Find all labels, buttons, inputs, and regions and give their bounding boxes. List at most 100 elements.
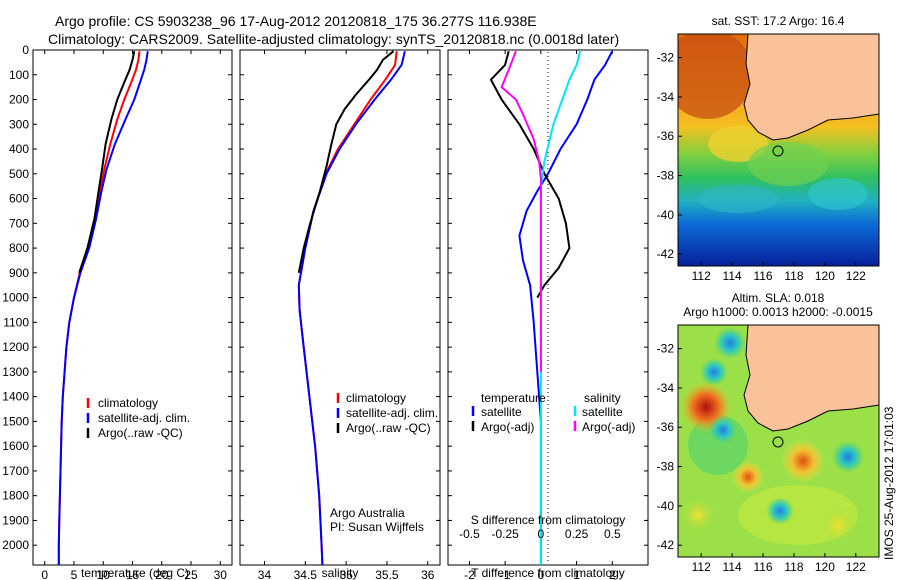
map-x-tick-label: 112 <box>692 560 711 574</box>
x-tick-label: 35 <box>339 568 353 580</box>
series-line <box>57 51 149 565</box>
depth-tick-label: 2000 <box>2 538 29 552</box>
legend-header-salinity: salinity <box>584 391 621 405</box>
salinity-xlabel: salinity <box>322 566 359 580</box>
depth-tick-label: 1100 <box>3 315 29 329</box>
depth-tick-label: 100 <box>9 68 29 82</box>
x-tick-label: 0 <box>538 568 545 580</box>
series-line <box>297 50 406 565</box>
depth-tick-label: 1800 <box>2 489 29 503</box>
depth-tick-label: 1300 <box>2 365 29 379</box>
depth-tick-label: 1600 <box>2 439 29 453</box>
depth-tick-label: 700 <box>9 216 29 230</box>
legend-header-temperature: temperature <box>481 391 546 405</box>
depth-tick-label: 1500 <box>2 414 29 428</box>
land-mask <box>744 34 879 140</box>
x-tick-label: 30 <box>214 568 228 580</box>
map-x-tick-label: 116 <box>753 560 772 574</box>
sla-map-title-1: Altim. SLA: 0.018 <box>732 291 825 305</box>
depth-tick-label: 400 <box>9 142 29 156</box>
x-tick-label: 5 <box>71 568 78 580</box>
map-x-tick-label: 112 <box>692 269 711 283</box>
x-tick-label: 34.5 <box>294 568 318 580</box>
legend-label: satellite <box>481 405 522 419</box>
x-tick-label: 36 <box>421 568 435 580</box>
legend-label: satellite <box>582 405 623 419</box>
timestamp-stamp: IMOS 25-Aug-2012 17:01:03 <box>882 406 896 560</box>
sla-map: Altim. SLA: 0.018 Argo h1000: 0.0013 h20… <box>657 291 880 574</box>
x-tick-label: -1 <box>500 568 511 580</box>
float-marker <box>772 145 784 157</box>
map-y-tick-label: -42 <box>657 247 675 261</box>
depth-tick-label: 800 <box>9 241 29 255</box>
salinity-axes <box>239 49 441 566</box>
map-y-tick-label: -40 <box>657 208 675 222</box>
temperature-legend: climatology satellite-adj. clim. Argo(..… <box>86 396 190 440</box>
map-x-tick-label: 118 <box>784 560 803 574</box>
map-y-tick-label: -32 <box>657 342 675 356</box>
difference-legend: temperature salinity satellite Argo(-adj… <box>471 391 635 434</box>
x-tick-label: 0 <box>41 568 48 580</box>
map-x-tick-label: 122 <box>846 269 866 283</box>
map-x-tick-label: 120 <box>815 269 835 283</box>
x-tick-label: 34 <box>258 568 272 580</box>
legend-label: climatology <box>346 391 406 405</box>
top-tick-label: 0 <box>538 527 545 541</box>
sst-field <box>678 34 879 266</box>
depth-tick-label: 1200 <box>2 340 29 354</box>
sst-map-frame <box>677 33 880 267</box>
map-x-tick-label: 114 <box>723 560 742 574</box>
legend-label: Argo(..raw -QC) <box>346 421 431 435</box>
difference-panel: -2 -1 0 1 2 T difference from climatology S … <box>447 49 649 580</box>
map-y-tick-label: -38 <box>657 169 675 183</box>
map-x-tick-label: 116 <box>753 269 772 283</box>
series-line <box>500 50 542 372</box>
legend-label: Argo(..raw -QC) <box>98 426 183 440</box>
legend-label: Argo(-adj) <box>481 420 534 434</box>
series-line <box>518 50 614 565</box>
salinity-legend: climatology satellite-adj. clim. Argo(..… <box>336 391 438 435</box>
depth-axis: 0 100 200 300 400 500 600 700 800 900 1000 1100 1200… <box>2 43 29 552</box>
legend-label: satellite-adj. clim. <box>346 406 438 420</box>
sla-map-title-2: Argo h1000: 0.0013 h2000: -0.0015 <box>683 305 873 319</box>
pi-label: PI: Susan Wijffels <box>330 520 424 534</box>
sla-field <box>678 325 879 557</box>
depth-tick-label: 600 <box>9 192 29 206</box>
map-y-tick-label: -42 <box>657 538 675 552</box>
depth-tick-label: 200 <box>9 93 29 107</box>
map-y-tick-label: -40 <box>657 499 675 513</box>
x-tick-label: -2 <box>464 568 475 580</box>
x-tick-label: 1 <box>573 568 580 580</box>
figure-title-line1: Argo profile: CS 5903238_96 17-Aug-2012 … <box>55 13 537 29</box>
depth-tick-label: 1900 <box>2 513 29 527</box>
difference-top-xlabel: S difference from climatology <box>471 513 626 527</box>
map-x-tick-label: 120 <box>815 560 835 574</box>
temperature-xlabel: temperature (deg C) <box>81 566 189 580</box>
depth-tick-label: 0 <box>22 43 29 57</box>
temperature-panel: 0 5 10 15 20 25 30 temperature (deg C) climato… <box>32 49 233 580</box>
x-tick-label: 2 <box>609 568 616 580</box>
map-y-tick-label: -32 <box>657 51 675 65</box>
depth-tick-label: 900 <box>9 266 29 280</box>
salinity-panel: 34 34.5 35 35.5 36 salinity climatology sate… <box>239 49 441 580</box>
map-y-tick-label: -36 <box>657 420 675 434</box>
agency-label: Argo Australia <box>330 506 405 520</box>
sst-map: sat. SST: 17.2 Argo: 16.4 112 114 116 118 12… <box>657 14 880 283</box>
legend-label: satellite-adj. clim. <box>98 411 190 425</box>
series-line <box>297 50 395 273</box>
x-tick-label: 15 <box>126 568 140 580</box>
top-tick-label: -0.5 <box>459 527 480 541</box>
x-tick-label: 35.5 <box>375 568 399 580</box>
top-tick-label: -0.25 <box>491 527 519 541</box>
legend-label: climatology <box>98 396 158 410</box>
depth-tick-label: 500 <box>9 167 29 181</box>
float-marker <box>772 436 784 448</box>
legend-label: Argo(-adj) <box>582 420 635 434</box>
map-x-tick-label: 114 <box>723 269 742 283</box>
x-tick-label: 10 <box>97 568 111 580</box>
difference-xlabel: T difference from climatology <box>471 566 625 580</box>
top-tick-label: 0.25 <box>565 527 589 541</box>
series-line <box>78 50 136 274</box>
map-y-tick-label: -34 <box>657 90 675 104</box>
